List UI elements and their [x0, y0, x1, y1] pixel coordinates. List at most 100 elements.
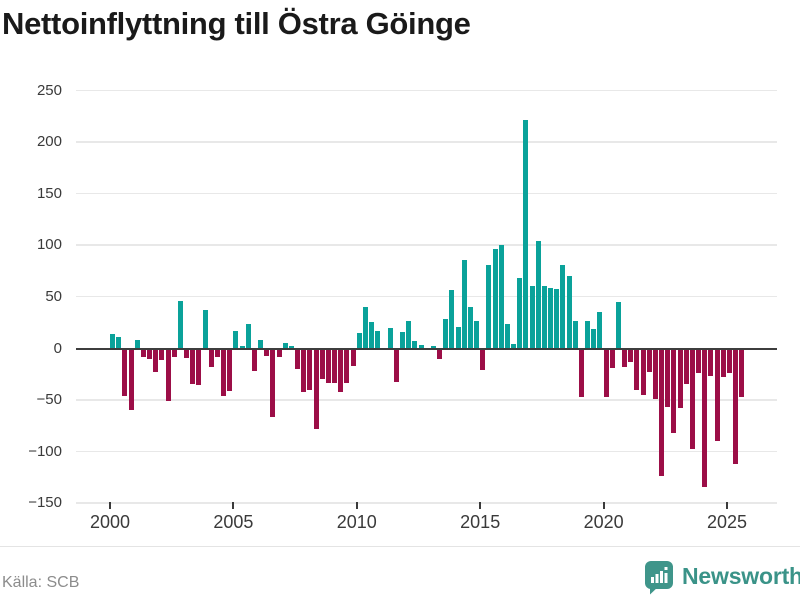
bar-2016-q2	[511, 344, 517, 349]
bar-2011-q4	[399, 331, 405, 349]
bar-2025-q1	[727, 348, 732, 374]
bar-2017-q2	[535, 241, 541, 349]
bar-2000-q4	[128, 348, 134, 411]
x-tick-2015	[479, 502, 482, 509]
bar-2014-q1	[455, 326, 461, 349]
bar-2004-q3	[221, 348, 227, 396]
bar-2001-q4	[153, 348, 159, 373]
bar-2005-q2	[239, 346, 245, 349]
bar-2010-q3	[369, 321, 375, 349]
bar-2012-q2	[412, 341, 418, 349]
bar-2017-q1	[529, 285, 535, 349]
bar-2012-q3	[418, 345, 424, 349]
gridline-150	[76, 192, 777, 195]
x-tick-label-2010: 2010	[336, 512, 377, 532]
bar-2013-q2	[437, 348, 442, 359]
y-tick-label-150: 150	[36, 184, 62, 202]
bar-2020-q4	[622, 348, 628, 368]
bar-2003-q1	[184, 348, 190, 358]
bar-2011-q2	[387, 327, 393, 349]
gridline--50	[76, 399, 777, 401]
bar-2016-q3	[517, 278, 523, 349]
gridline-250	[76, 89, 777, 91]
bar-2024-q1	[702, 348, 708, 487]
x-tick-2025	[726, 502, 728, 509]
bar-2013-q1	[430, 346, 436, 349]
bar-2021-q3	[640, 348, 646, 395]
bar-2023-q1	[677, 348, 683, 409]
bar-2008-q3	[319, 348, 325, 380]
bar-2018-q4	[572, 320, 578, 349]
plot-area: 250 200 150 100 50 0 −50 −100 −150 2000 2005 2010 20…	[28, 81, 777, 532]
x-tick-2000	[109, 502, 111, 509]
bar-2003-q3	[196, 348, 202, 385]
bar-2003-q4	[202, 310, 208, 349]
bar-2024-q4	[720, 348, 726, 378]
bar-2012-q1	[406, 320, 412, 349]
bar-2025-q3	[739, 348, 745, 397]
bar-2021-q2	[634, 348, 640, 390]
bar-2015-q2	[486, 264, 492, 349]
bar-2022-q4	[671, 348, 677, 434]
bar-2006-q2	[264, 348, 270, 356]
y-tick-label-50: 50	[45, 287, 62, 305]
y-tick-label-250: 250	[36, 81, 62, 99]
bar-2001-q1	[134, 340, 140, 349]
bar-2016-q4	[523, 120, 529, 349]
bar-2020-q3	[615, 302, 621, 349]
bar-2009-q4	[350, 348, 356, 367]
bar-2000-q2	[116, 337, 122, 349]
bar-2002-q4	[177, 301, 183, 349]
gridline-50	[76, 295, 777, 298]
bar-2010-q2	[362, 307, 368, 349]
bar-2020-q1	[603, 348, 609, 397]
bar-2022-q3	[665, 348, 671, 408]
bar-2008-q2	[313, 348, 319, 429]
chart-title: Nettoinflyttning till Östra Göinge	[2, 6, 471, 41]
bar-2002-q1	[159, 348, 165, 360]
bar-2007-q3	[295, 348, 301, 370]
bar-2025-q2	[733, 348, 739, 465]
bar-2020-q2	[609, 348, 615, 369]
newsworthy-logo-text: Newsworthy	[682, 563, 800, 589]
bar-2016-q1	[504, 323, 510, 349]
x-tick-label-2015: 2015	[460, 512, 501, 532]
y-tick-label-200: 200	[36, 133, 62, 151]
bar-2004-q2	[214, 348, 220, 357]
bar-2024-q2	[708, 348, 714, 377]
x-tick-label-2000: 2000	[89, 512, 131, 532]
bar-2019-q2	[585, 320, 591, 349]
newsworthy-bubble-icon	[645, 561, 673, 595]
bar-2022-q1	[652, 348, 658, 400]
gridline--100	[76, 450, 777, 453]
bar-2024-q3	[714, 348, 720, 442]
gridline-100	[76, 244, 777, 246]
bar-2000-q3	[122, 348, 128, 396]
bar-2007-q4	[301, 348, 307, 392]
bar-2004-q1	[208, 348, 214, 368]
source-label: Källa: SCB	[2, 574, 80, 591]
bar-2018-q1	[554, 288, 560, 349]
bar-2011-q3	[393, 348, 399, 382]
bar-2005-q4	[251, 348, 257, 372]
bar-2008-q4	[325, 348, 331, 383]
zero-line	[76, 347, 777, 350]
y-tick-label--150: −150	[28, 494, 62, 512]
bar-2014-q3	[467, 307, 473, 349]
bar-2023-q3	[689, 348, 695, 449]
gridline-200	[76, 141, 777, 143]
y-tick-label--100: −100	[28, 442, 62, 460]
bar-2015-q1	[480, 348, 486, 371]
bar-2005-q1	[233, 330, 239, 349]
bar-2009-q2	[338, 348, 344, 392]
newsworthy-logo[interactable]: Newsworthy	[645, 561, 800, 595]
bar-2002-q2	[165, 348, 171, 402]
bar-2007-q1	[282, 343, 288, 349]
bar-2003-q2	[190, 348, 196, 384]
bar-2014-q2	[461, 259, 467, 349]
bar-2015-q3	[492, 249, 498, 349]
bar-2018-q2	[560, 264, 566, 349]
bar-2006-q3	[270, 348, 276, 417]
bar-2014-q4	[474, 320, 480, 349]
bar-2004-q4	[227, 348, 233, 391]
